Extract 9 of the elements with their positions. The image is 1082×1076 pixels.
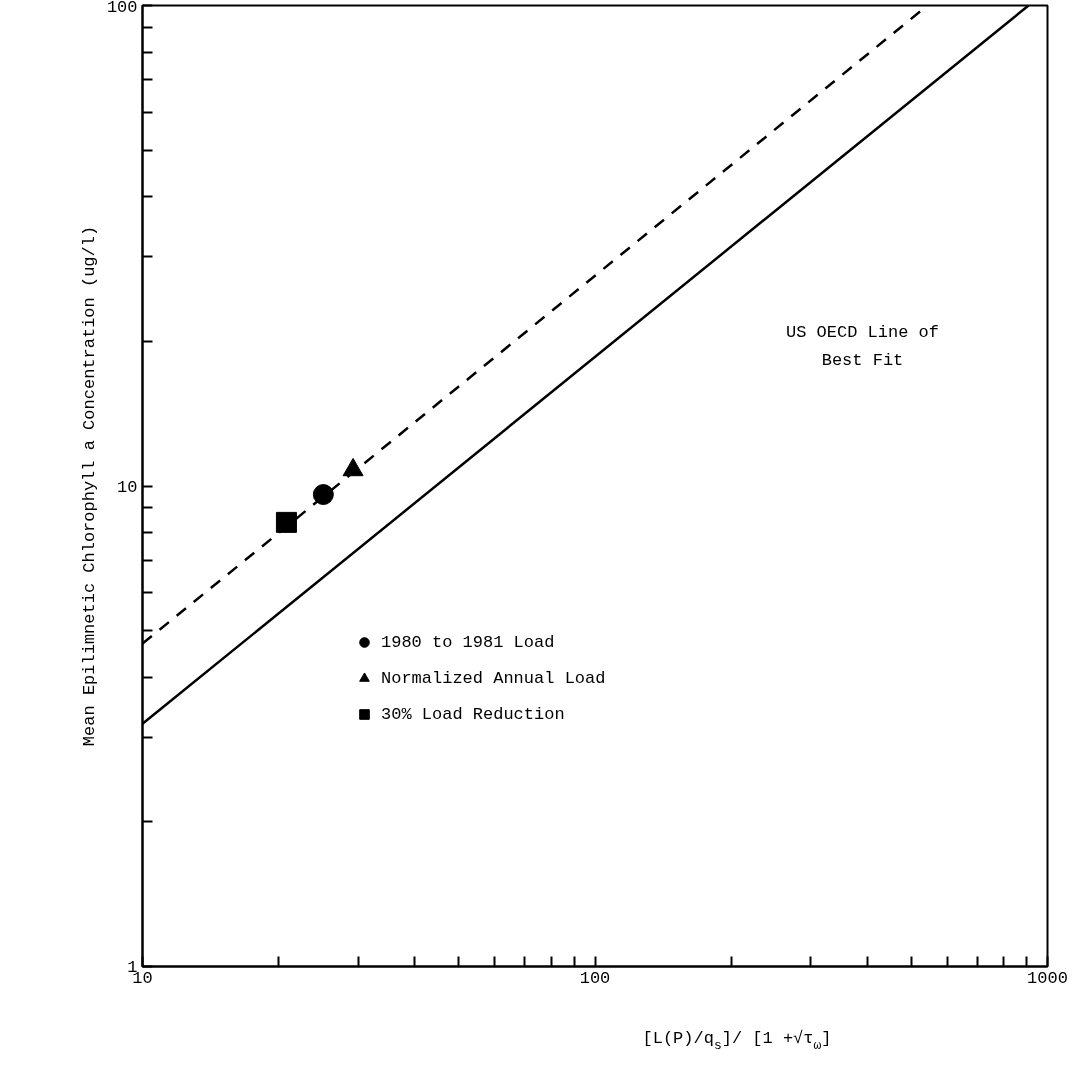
legend-label: 1980 to 1981 Load [381,632,555,652]
legend-label: 30% Load Reduction [381,704,565,724]
y-tick-label: 100 [106,0,138,17]
x-tick-label: 1000 [1027,968,1068,988]
y-axis-title: Mean Epilimnetic Chlorophyll a Concentration (ug/l) [79,225,99,747]
x-tick-label: 100 [579,968,611,988]
legend-label: Normalized Annual Load [381,668,606,688]
annotation: US OECD Line of Best Fit [785,322,940,371]
y-tick-label: 10 [117,477,138,497]
